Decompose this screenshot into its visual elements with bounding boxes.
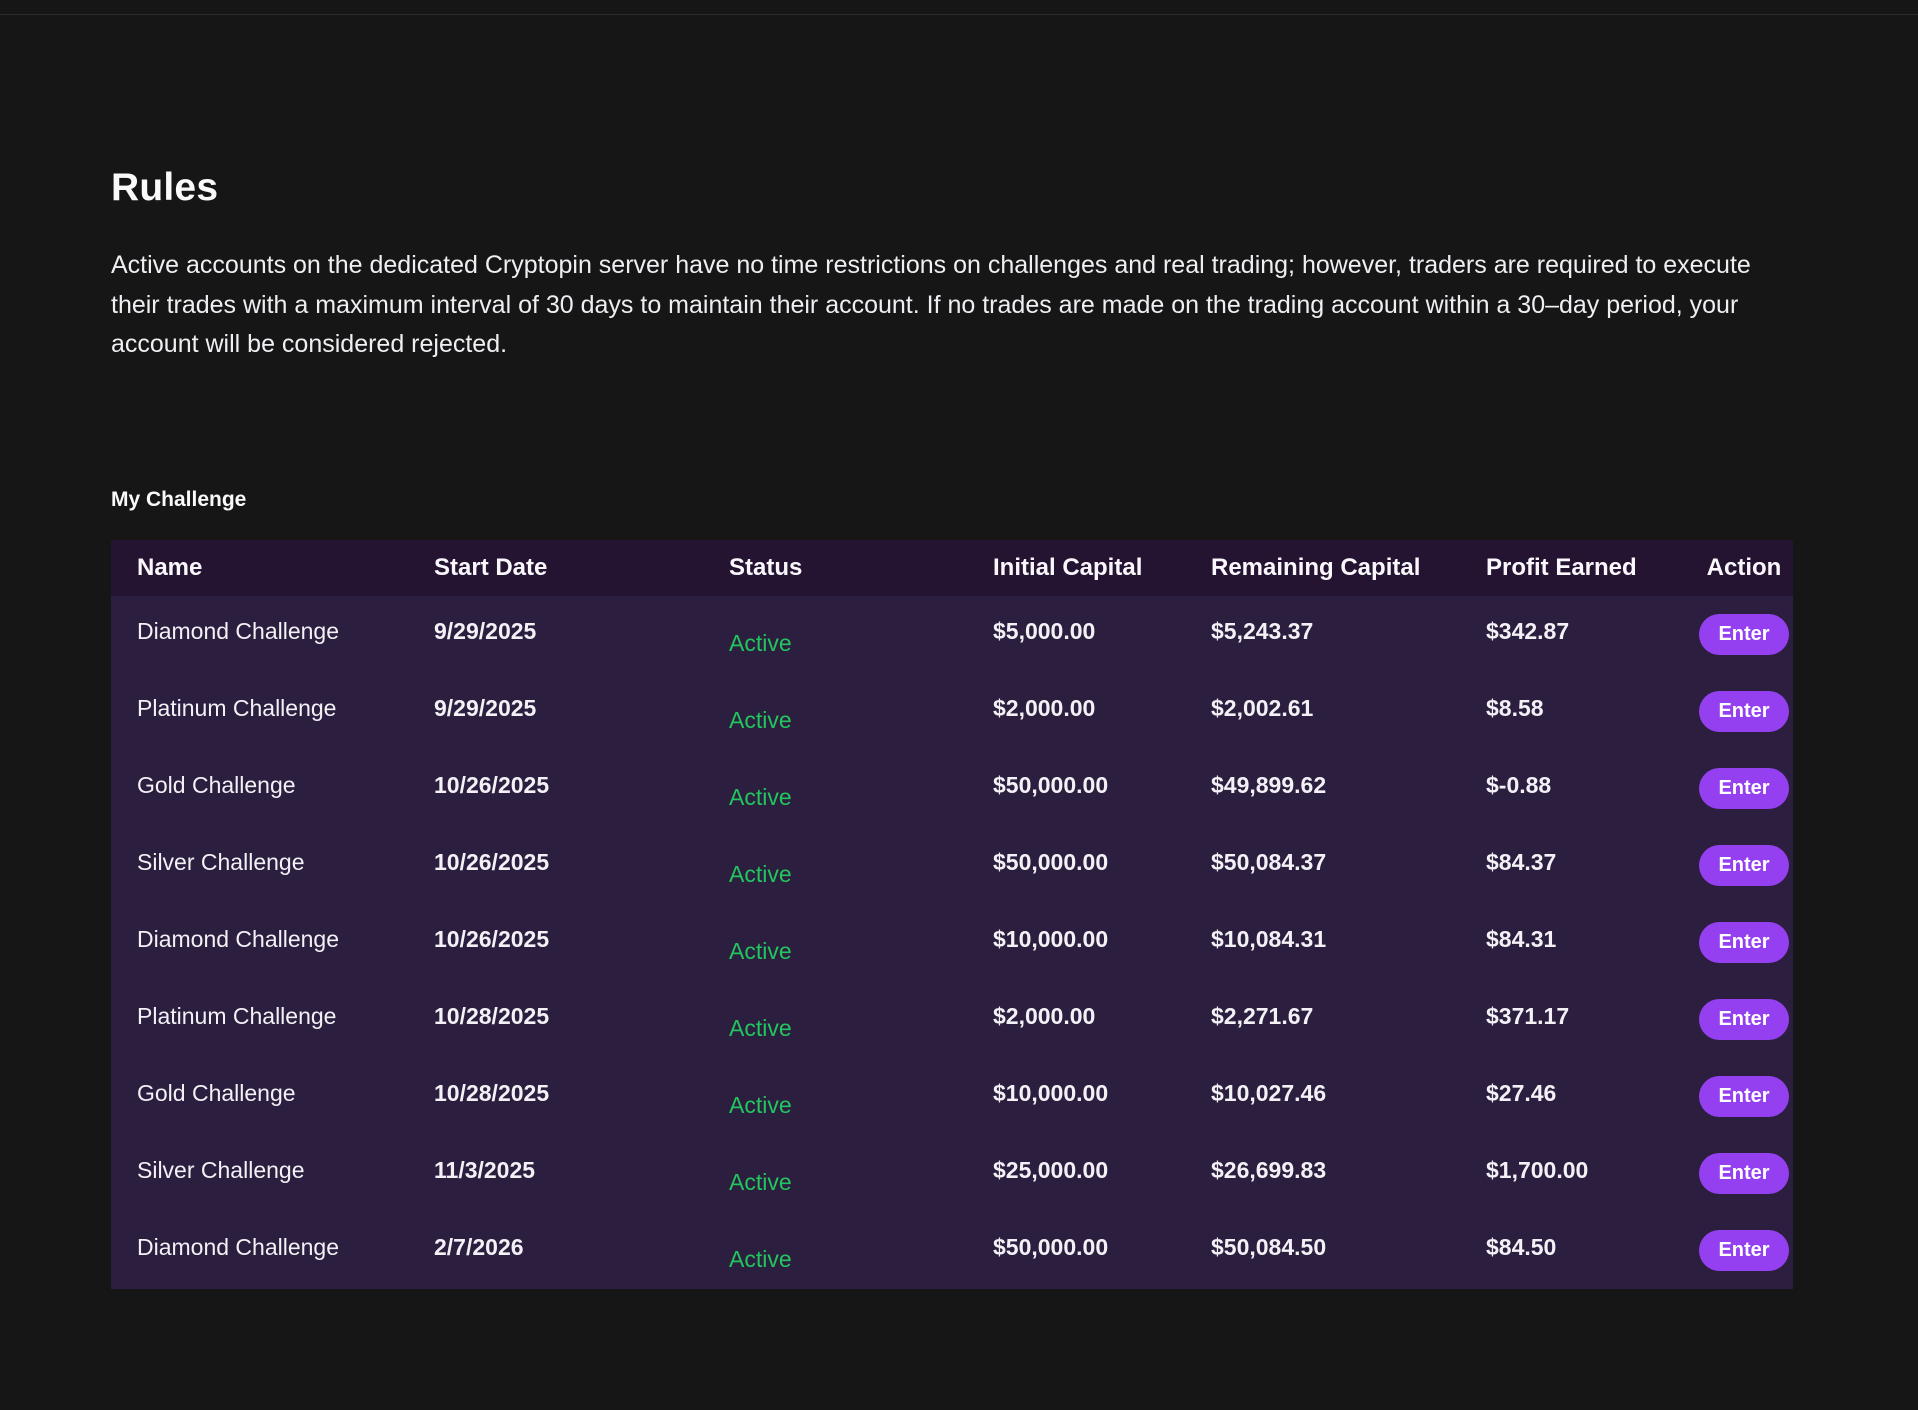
initial-capital: $2,000.00 [993,694,1096,721]
challenge-name: Diamond Challenge [137,1233,340,1260]
status-badge: Active [729,860,792,887]
profit-earned: $84.37 [1486,848,1557,875]
start-date: 10/26/2025 [434,925,550,952]
remaining-capital: $49,899.62 [1211,771,1327,798]
enter-button[interactable]: Enter [1699,1075,1789,1117]
header-remaining-capital: Remaining Capital [1211,553,1421,581]
challenge-name: Gold Challenge [137,1079,296,1106]
start-date: 11/3/2025 [434,1156,536,1183]
profit-earned: $-0.88 [1486,771,1552,798]
remaining-capital: $2,002.61 [1211,694,1314,721]
remaining-capital: $5,243.37 [1211,617,1314,644]
action-cell: Enter [1683,998,1805,1040]
status-badge: Active [729,706,792,733]
table-row: Diamond Challenge 9/29/2025 Active $5,00… [111,596,1793,673]
enter-button[interactable]: Enter [1699,844,1789,886]
enter-button[interactable]: Enter [1699,998,1789,1040]
challenge-name: Gold Challenge [137,771,296,798]
status-badge: Active [729,1014,792,1041]
header-action: Action [1706,553,1782,581]
table-row: Gold Challenge 10/28/2025 Active $10,000… [111,1058,1793,1135]
profit-earned: $371.17 [1486,1002,1570,1029]
page-title: Rules [111,166,219,209]
status-badge: Active [729,629,792,656]
initial-capital: $50,000.00 [993,848,1109,875]
profit-earned: $1,700.00 [1486,1156,1589,1183]
enter-button[interactable]: Enter [1699,613,1789,655]
enter-button[interactable]: Enter [1699,921,1789,963]
challenge-name: Diamond Challenge [137,925,340,952]
initial-capital: $10,000.00 [993,1079,1109,1106]
enter-button[interactable]: Enter [1699,1229,1789,1271]
challenge-name: Platinum Challenge [137,694,337,721]
remaining-capital: $10,027.46 [1211,1079,1327,1106]
header-start-date: Start Date [434,553,548,581]
action-cell: Enter [1683,1229,1805,1271]
remaining-capital: $2,271.67 [1211,1002,1314,1029]
top-divider [0,14,1918,15]
initial-capital: $25,000.00 [993,1156,1109,1183]
start-date: 10/28/2025 [434,1002,550,1029]
action-cell: Enter [1683,690,1805,732]
start-date: 2/7/2026 [434,1233,524,1260]
table-row: Platinum Challenge 10/28/2025 Active $2,… [111,981,1793,1058]
action-cell: Enter [1683,921,1805,963]
start-date: 9/29/2025 [434,617,537,644]
status-badge: Active [729,1245,792,1272]
status-badge: Active [729,783,792,810]
table-row: Diamond Challenge 10/26/2025 Active $10,… [111,904,1793,981]
profit-earned: $84.31 [1486,925,1557,952]
table-row: Diamond Challenge 2/7/2026 Active $50,00… [111,1212,1793,1289]
section-title-my-challenge: My Challenge [111,487,247,511]
challenge-name: Silver Challenge [137,1156,305,1183]
table-body: Diamond Challenge 9/29/2025 Active $5,00… [111,595,1793,1289]
initial-capital: $10,000.00 [993,925,1109,952]
start-date: 10/26/2025 [434,771,550,798]
initial-capital: $50,000.00 [993,771,1109,798]
challenge-name: Diamond Challenge [137,617,340,644]
rules-description: Active accounts on the dedicated Cryptop… [111,251,1751,358]
header-status: Status [729,553,803,581]
action-cell: Enter [1683,613,1805,655]
enter-button[interactable]: Enter [1699,1152,1789,1194]
table-row: Silver Challenge 11/3/2025 Active $25,00… [111,1135,1793,1212]
start-date: 9/29/2025 [434,694,537,721]
start-date: 10/26/2025 [434,848,550,875]
enter-button[interactable]: Enter [1699,767,1789,809]
status-badge: Active [729,1168,792,1195]
initial-capital: $50,000.00 [993,1233,1109,1260]
table-row: Platinum Challenge 9/29/2025 Active $2,0… [111,673,1793,750]
initial-capital: $5,000.00 [993,617,1096,644]
action-cell: Enter [1683,1075,1805,1117]
profit-earned: $342.87 [1486,617,1570,644]
initial-capital: $2,000.00 [993,1002,1096,1029]
status-badge: Active [729,1091,792,1118]
remaining-capital: $50,084.37 [1211,848,1327,875]
enter-button[interactable]: Enter [1699,690,1789,732]
challenges-table: Name Start Date Status Initial Capital R… [111,539,1793,1289]
profit-earned: $84.50 [1486,1233,1557,1260]
main-content: Rules Active accounts on the dedicated C… [111,0,1793,1289]
table-row: Silver Challenge 10/26/2025 Active $50,0… [111,827,1793,904]
table-header-row: Name Start Date Status Initial Capital R… [111,539,1793,596]
header-profit-earned: Profit Earned [1486,553,1637,581]
challenge-name: Platinum Challenge [137,1002,337,1029]
action-cell: Enter [1683,1152,1805,1194]
challenge-name: Silver Challenge [137,848,305,875]
header-initial-capital: Initial Capital [993,553,1143,581]
status-badge: Active [729,937,792,964]
profit-earned: $8.58 [1486,694,1544,721]
remaining-capital: $50,084.50 [1211,1233,1327,1260]
remaining-capital: $26,699.83 [1211,1156,1327,1183]
profit-earned: $27.46 [1486,1079,1557,1106]
action-cell: Enter [1683,844,1805,886]
table-row: Gold Challenge 10/26/2025 Active $50,000… [111,750,1793,827]
start-date: 10/28/2025 [434,1079,550,1106]
header-name: Name [137,553,203,581]
remaining-capital: $10,084.31 [1211,925,1327,952]
action-cell: Enter [1683,767,1805,809]
